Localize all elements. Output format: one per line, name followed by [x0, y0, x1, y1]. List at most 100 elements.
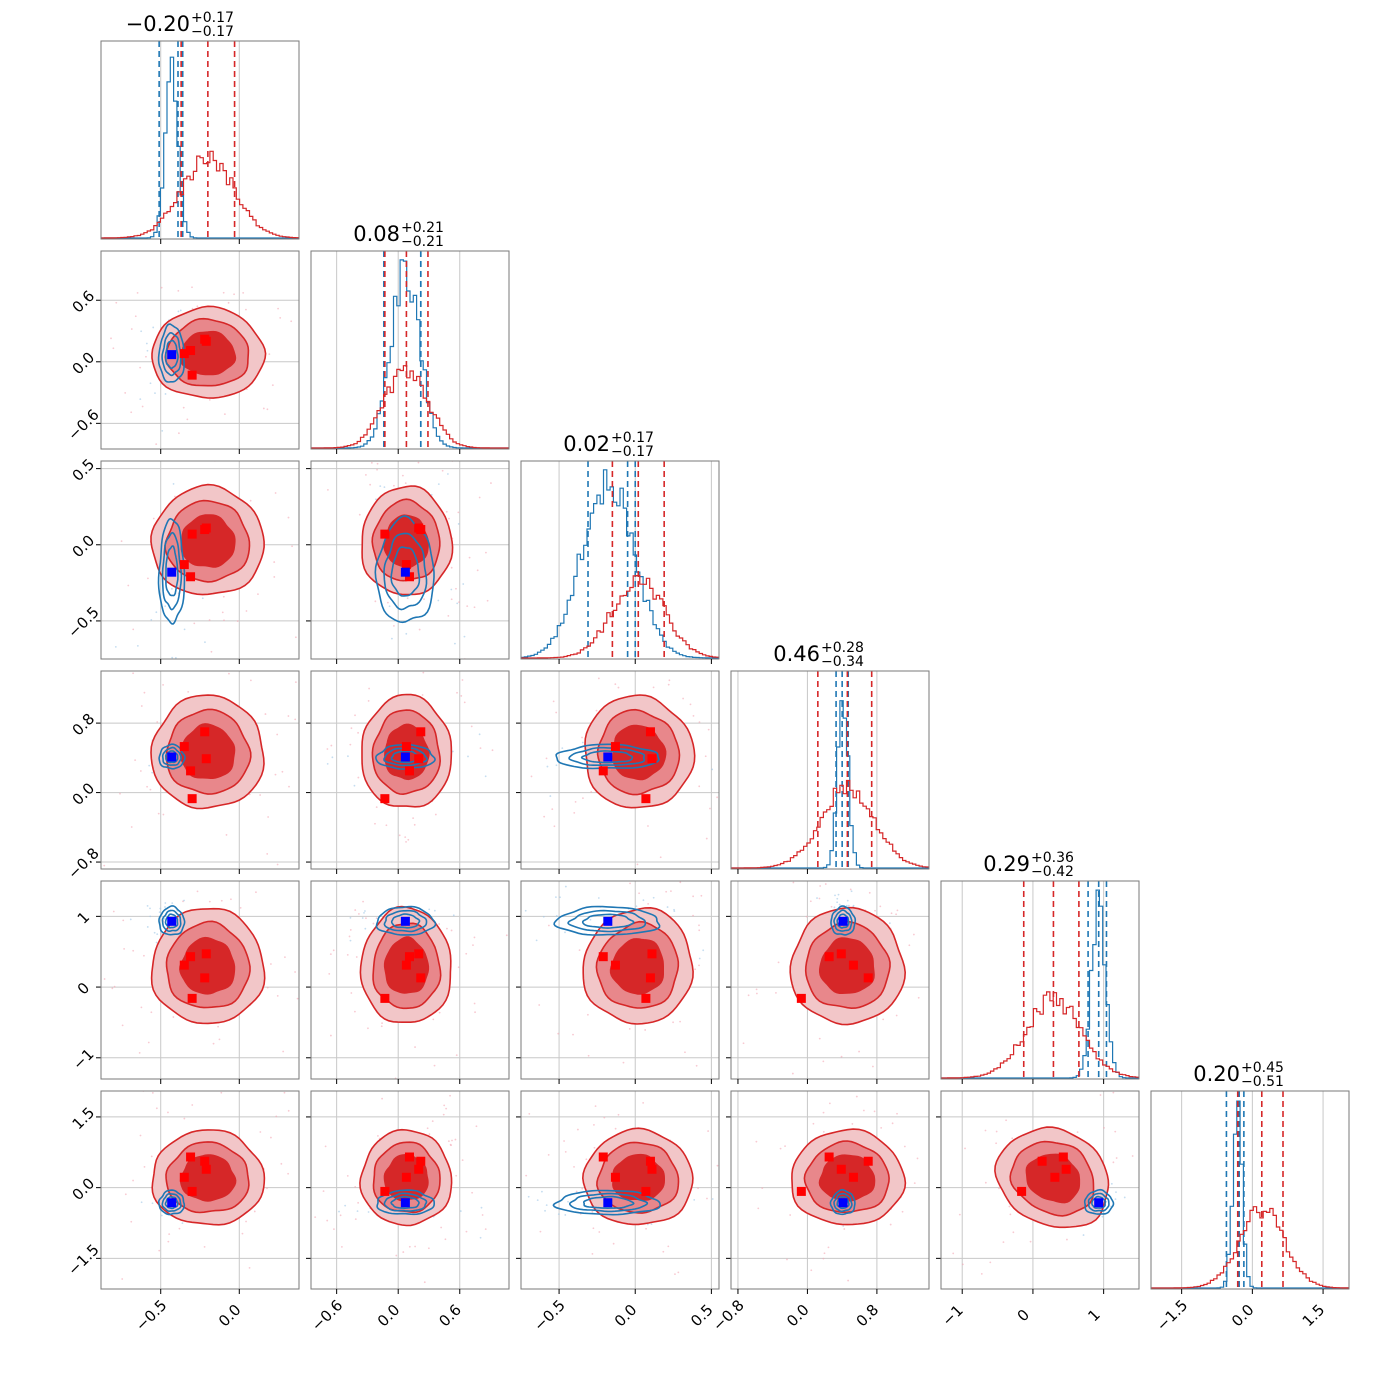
scatter-dot-b [249, 499, 252, 502]
scatter-dot-a [711, 1198, 714, 1200]
scatter-dot-a [544, 1209, 546, 1212]
scatter-dot-b [924, 1268, 926, 1270]
scatter-dot-b [993, 983, 995, 985]
scatter-dot-b [761, 1187, 764, 1189]
marker-red [401, 960, 411, 970]
contour-a [157, 517, 186, 625]
scatter-dot-b [525, 1174, 528, 1177]
scatter-dot-b [564, 1170, 566, 1172]
scatter-dot-b [491, 749, 494, 752]
scatter-dot-b [414, 1245, 417, 1248]
scatter-dot-b [317, 1222, 319, 1224]
scatter-dot-b [303, 1276, 305, 1278]
scatter-dot-b [221, 611, 224, 614]
scatter-dot-b [183, 1117, 186, 1120]
scatter-dot-b [322, 1190, 325, 1193]
scatter-dot-b [557, 1032, 560, 1035]
marker-blue [400, 567, 410, 577]
marker-red [186, 1152, 196, 1162]
scatter-dot-b [450, 1144, 452, 1147]
y-tick-label: −1.5 [64, 1241, 102, 1279]
scatter-dot-b [485, 551, 487, 554]
scatter-dot-b [908, 944, 911, 947]
contour-a [552, 1189, 662, 1216]
scatter-dot-b [268, 998, 270, 1000]
scatter-dot-b [1011, 1137, 1014, 1140]
scatter-dot-b [266, 986, 269, 989]
scatter-dot-a [666, 906, 669, 908]
scatter-dot-b [328, 972, 331, 975]
scatter-dot-b [349, 743, 352, 746]
scatter-dot-b [291, 545, 293, 548]
contour-a [833, 1192, 853, 1213]
scatter-dot-a [567, 1200, 569, 1203]
scatter-dot-b [822, 1130, 825, 1133]
scatter-dot-b [182, 406, 185, 409]
scatter-dot-b [457, 511, 460, 514]
marker-red [848, 960, 858, 970]
scatter-dot-b [178, 1227, 181, 1230]
contour-a [836, 913, 850, 929]
scatter-dot-b [812, 1122, 815, 1125]
scatter-dot-b [370, 461, 373, 464]
scatter-dot-a [459, 1210, 462, 1212]
scatter-dot-b [193, 622, 196, 625]
marker-red [404, 1152, 414, 1162]
scatter-dot-b [455, 1054, 458, 1057]
scatter-dot-b [398, 834, 401, 837]
scatter-dot-a [145, 342, 148, 345]
scatter-dot-b [421, 1092, 423, 1094]
scatter-dot-b [726, 998, 728, 1000]
scatter-dot-b [621, 873, 623, 875]
scatter-dot-a [344, 1204, 347, 1207]
scatter-dot-b [362, 900, 364, 903]
contour-a [568, 746, 646, 766]
scatter-dot-b [466, 605, 469, 608]
scatter-dot-b [210, 650, 213, 653]
scatter-dot-b [340, 1245, 343, 1248]
scatter-dot-b [525, 771, 527, 773]
scatter-dot-b [208, 619, 211, 621]
scatter-dot-b [510, 1199, 512, 1201]
scatter-dot-b [323, 1176, 325, 1178]
scatter-dot-b [847, 1099, 849, 1101]
scatter-dot-b [473, 606, 476, 609]
scatter-dot-b [423, 1281, 426, 1284]
marker-red [179, 960, 189, 970]
scatter-dot-b [443, 1104, 446, 1107]
scatter-dot-b [998, 1320, 1000, 1322]
scatter-dot-b [698, 964, 700, 967]
scatter-dot-a [845, 904, 848, 907]
marker-red [416, 727, 426, 737]
scatter-dot-b [306, 973, 308, 975]
scatter-dot-b [259, 794, 262, 796]
scatter-dot-b [849, 888, 852, 891]
scatter-dot-b [692, 895, 695, 898]
marker-red [380, 1186, 390, 1196]
scatter-dot-a [545, 1204, 548, 1206]
panel-frame [730, 880, 930, 1080]
scatter-dot-a [457, 523, 460, 525]
x-tick-label: 0.0 [374, 1301, 404, 1331]
scatter-dot-b [329, 386, 331, 388]
scatter-dot-b [593, 1123, 595, 1126]
scatter-dot-b [442, 1113, 445, 1116]
marker-red [1017, 1186, 1027, 1196]
scatter-dot-b [119, 792, 121, 795]
scatter-dot-b [642, 1101, 645, 1104]
scatter-dot-b [110, 337, 112, 340]
scatter-dot-b [1002, 1069, 1004, 1071]
scatter-dot-b [1002, 1241, 1005, 1244]
scatter-dot-a [158, 911, 161, 914]
scatter-dot-b [431, 1120, 434, 1123]
scatter-dot-b [441, 469, 444, 472]
panel-title-2: 0.08 [353, 222, 400, 246]
scatter-dot-b [954, 1120, 956, 1122]
scatter-dot-b [779, 1147, 782, 1150]
panel-frame [310, 670, 510, 870]
scatter-dot-b [355, 956, 358, 958]
contour-a [383, 532, 428, 611]
scatter-dot-b [1146, 1154, 1148, 1156]
marker-red [1058, 1152, 1068, 1162]
scatter-dot-b [936, 1242, 938, 1244]
